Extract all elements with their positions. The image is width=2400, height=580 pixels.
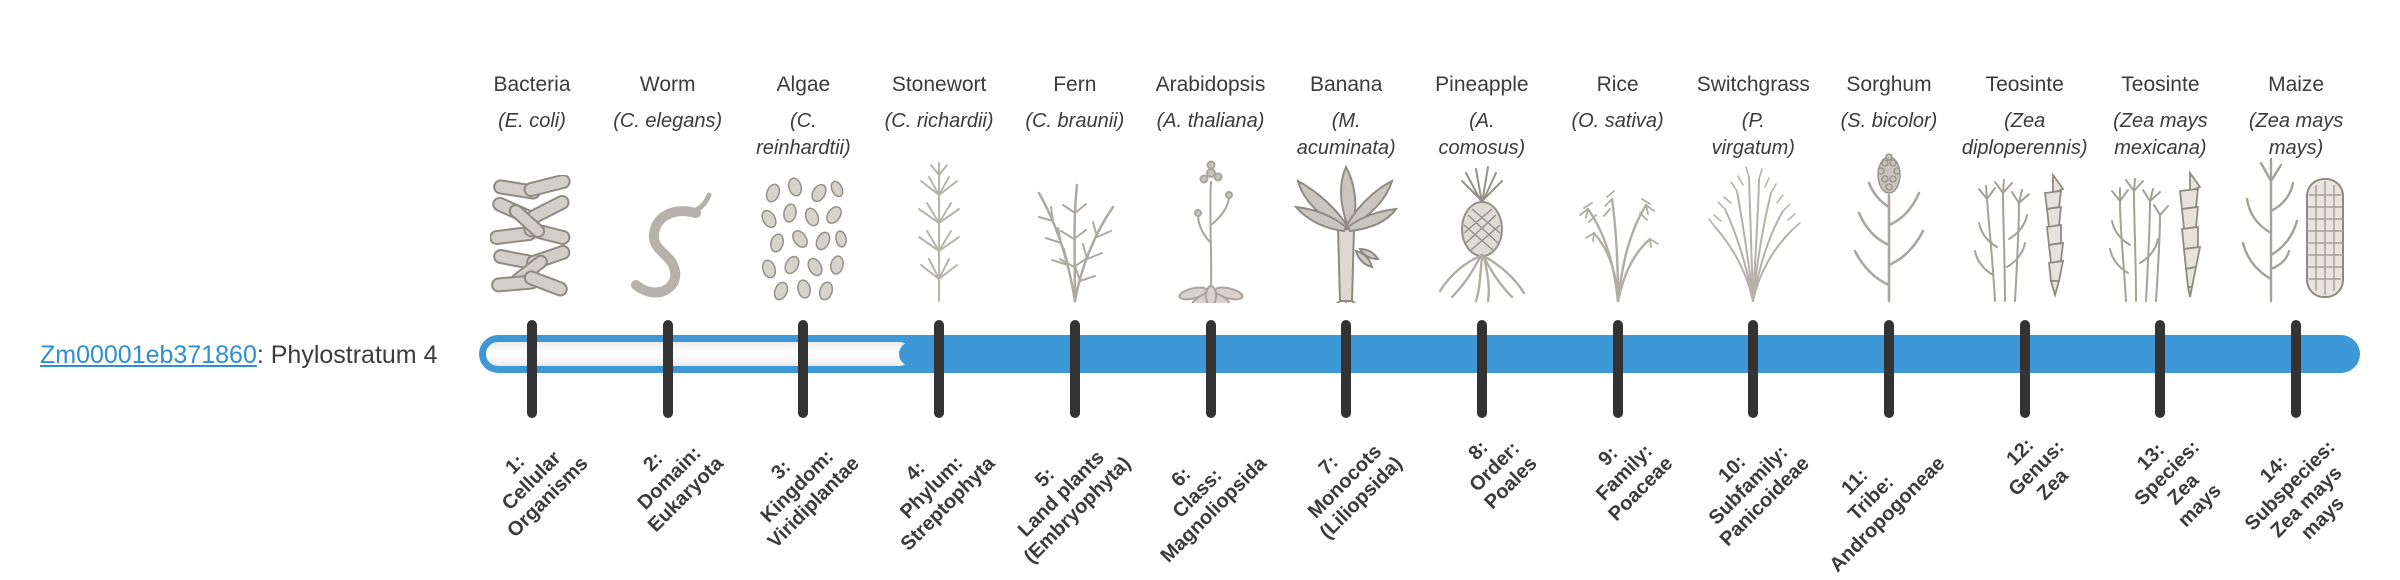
phylostratum-tick (1205, 320, 1216, 418)
phylostratum-column-10: Switchgrass (P. virgatum) 10: Subfamily:… (1678, 0, 1828, 580)
phylostratum-label: 8: Order: Poales (1464, 436, 1542, 514)
organism-name: Teosinte (2121, 73, 2200, 96)
phylostratum-label: 5: Land plants (Embryophyta) (1013, 446, 1135, 568)
phylostratum-column-1: Bacteria (E. coli) 1: Cellular Organisms (457, 0, 607, 580)
phylostratum-column-3: Algae (C. reinhardtii) 3: Kingdom: Virid… (728, 0, 878, 580)
organism-name: Arabidopsis (1155, 73, 1266, 96)
maize-icon (2237, 151, 2355, 303)
organism-species: (C. elegans) (613, 110, 723, 132)
phylostratum-tick (527, 320, 537, 418)
phylostratum-column-2: Worm (C. elegans) 2: Domain: Eukaryota (593, 0, 743, 580)
organism-name: Fern (1053, 73, 1097, 96)
phylostratum-label: 1: Cellular Organisms (497, 447, 593, 542)
organism-species: (C. braunii) (1025, 110, 1125, 132)
worm-icon (622, 181, 714, 303)
organism-species: (O. sativa) (1571, 110, 1664, 132)
organism-name: Pineapple (1435, 73, 1529, 96)
stonewort-icon (907, 161, 971, 303)
bar-filled-cap (899, 342, 924, 366)
bacteria-icon (489, 173, 574, 303)
organism-name: Banana (1309, 73, 1383, 96)
phylostratum-label: 7: Monocots (Liliopsida) (1303, 440, 1407, 544)
phylostratum-tick (934, 320, 945, 418)
phylostratum-label: 6: Class: Magnoliopsida (1156, 452, 1271, 568)
organism-name: Worm (639, 73, 696, 96)
organism-species: (S. bicolor) (1840, 110, 1938, 132)
phylostratum-label: 4: Phylum: Streptophyta (895, 451, 1000, 556)
phylostratum-tick (1748, 320, 1759, 418)
organism-species: (A. comosus) (1438, 110, 1526, 159)
phylostratum-tick (662, 320, 673, 418)
phylostratum-column-11: Sorghum (S. bicolor) 11: Tribe: Andropog… (1814, 0, 1964, 580)
phylostratum-label: 12: Genus: Zea (2002, 434, 2073, 505)
sorghum-icon (1847, 153, 1931, 303)
organism-name: Rice (1596, 73, 1639, 96)
phylostratum-tick (2291, 320, 2302, 418)
teosinte-mexicana-icon (2104, 163, 2216, 303)
phylostratum-column-4: Stonewort (C. richardii) 4: Phylum: Stre… (864, 0, 1014, 580)
phylostratum-label: 14: Subspecies: Zea mays mays (2241, 436, 2349, 545)
algae-icon (757, 177, 849, 303)
organism-name: Teosinte (1985, 73, 2064, 96)
phylostratum-label: 10: Subfamily: Panicoideae (1704, 441, 1814, 551)
phylostratum-label: 3: Kingdom: Viridiplantae (756, 445, 864, 553)
phylostratum-column-12: Teosinte (Zea diploperennis) 12: Genus: … (1950, 0, 2100, 580)
phylostratum-tick (798, 320, 809, 418)
bar-unfilled-segment (486, 342, 912, 366)
gene-label: Zm00001eb371860: Phylostratum 4 (40, 341, 438, 369)
organism-species: (C. reinhardtii) (756, 110, 851, 159)
organism-name: Bacteria (493, 73, 571, 96)
phylostratum-label: 2: Domain: Eukaryota (633, 442, 728, 537)
organism-species: (Zea diploperennis) (1961, 110, 2088, 159)
phylostratum-label: 9: Family: Poaceae (1592, 440, 1678, 526)
organism-name: Algae (776, 73, 831, 96)
rice-icon (1568, 163, 1668, 303)
organism-species: (A. thaliana) (1156, 110, 1265, 132)
gene-link[interactable]: Zm00001eb371860 (40, 341, 257, 369)
organism-species: (E. coli) (498, 110, 566, 132)
switchgrass-icon (1701, 163, 1805, 303)
organism-name: Maize (2268, 73, 2325, 96)
phylostratum-tick (1476, 320, 1487, 418)
phylostratum-column-8: Pineapple (A. comosus) 8: Order: Poales (1407, 0, 1557, 580)
phylostratum-label: 11: Tribe: Andropogoneae (1825, 452, 1950, 577)
organism-species: (Zea mays mays) (2248, 110, 2344, 159)
phylostratum-column-9: Rice (O. sativa) 9: Family: Poaceae (1543, 0, 1693, 580)
organism-species: (C. richardii) (884, 110, 994, 132)
organism-species: (Zea mays mexicana) (2113, 110, 2208, 159)
organism-name: Sorghum (1846, 73, 1932, 96)
phylostratum-column-13: Teosinte (Zea mays mexicana) 13: Species… (2085, 0, 2235, 580)
phylostratum-tick (2155, 320, 2166, 418)
organism-name: Stonewort (891, 73, 987, 96)
phylostratum-tick (1069, 320, 1080, 418)
phylostratum-tick (1612, 320, 1623, 418)
phylostrata-bar (479, 335, 2360, 373)
phylostratum-column-14: Maize (Zea mays mays) 14: Subspecies: Ze… (2221, 0, 2371, 580)
phylostratum-tick (1884, 320, 1894, 418)
organism-species: (P. virgatum) (1711, 110, 1795, 159)
phylostratum-column-7: Banana (M. acuminata) 7: Monocots (Lilio… (1271, 0, 1421, 580)
phylostratum-tick (1341, 320, 1352, 418)
fern-icon (1019, 163, 1131, 303)
phylostratum-column-5: Fern (C. braunii) 5: Land plants (Embryo… (1000, 0, 1150, 580)
gene-stratum-text: : Phylostratum 4 (256, 341, 438, 369)
phylostratum-label: 13: Species: Zea mays (2130, 436, 2226, 532)
organism-name: Switchgrass (1696, 73, 1810, 96)
organism-species: (M. acuminata) (1296, 110, 1396, 159)
banana-icon (1290, 163, 1402, 310)
arabidopsis-icon (1171, 151, 1251, 309)
pineapple-icon (1436, 163, 1528, 303)
phylostratum-tick (2019, 320, 2030, 418)
phylostratum-column-6: Arabidopsis (A. thaliana) 6: Class: Magn… (1136, 0, 1286, 580)
teosinte-diploperennis-icon (1969, 163, 2081, 303)
